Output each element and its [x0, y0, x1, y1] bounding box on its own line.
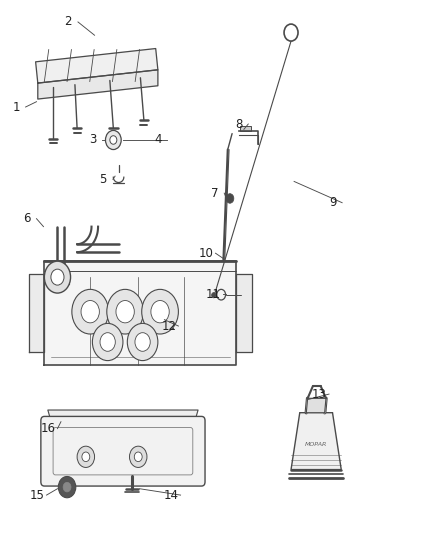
- Text: 1: 1: [12, 101, 20, 114]
- Circle shape: [107, 289, 144, 334]
- Circle shape: [82, 452, 90, 462]
- Polygon shape: [35, 49, 158, 83]
- Circle shape: [92, 324, 123, 361]
- Text: 11: 11: [206, 288, 221, 301]
- Text: 5: 5: [99, 173, 107, 186]
- Polygon shape: [237, 274, 252, 352]
- Circle shape: [142, 289, 178, 334]
- Text: 3: 3: [89, 133, 96, 147]
- Circle shape: [100, 333, 115, 351]
- Text: 2: 2: [65, 15, 72, 28]
- Bar: [240, 126, 251, 132]
- Text: 6: 6: [23, 212, 31, 225]
- Text: 7: 7: [211, 187, 219, 200]
- Polygon shape: [29, 274, 44, 352]
- Text: 15: 15: [29, 489, 44, 502]
- Circle shape: [130, 446, 147, 467]
- Circle shape: [81, 301, 99, 323]
- Circle shape: [110, 136, 117, 144]
- FancyBboxPatch shape: [41, 416, 205, 486]
- Circle shape: [151, 301, 169, 323]
- Text: 14: 14: [163, 489, 178, 502]
- Circle shape: [226, 193, 234, 203]
- Circle shape: [63, 482, 71, 492]
- Text: 9: 9: [329, 196, 336, 209]
- Polygon shape: [44, 261, 237, 365]
- Polygon shape: [48, 410, 198, 421]
- Text: 16: 16: [40, 422, 55, 435]
- Polygon shape: [306, 398, 326, 413]
- Text: 13: 13: [312, 387, 327, 401]
- Circle shape: [116, 301, 134, 323]
- Circle shape: [77, 446, 95, 467]
- Circle shape: [58, 477, 76, 498]
- Polygon shape: [291, 413, 341, 470]
- Text: 12: 12: [161, 320, 176, 333]
- Text: MOPAR: MOPAR: [305, 442, 327, 447]
- Circle shape: [135, 333, 150, 351]
- Circle shape: [134, 452, 142, 462]
- Circle shape: [106, 131, 121, 150]
- Circle shape: [72, 289, 109, 334]
- Circle shape: [44, 261, 71, 293]
- Circle shape: [212, 293, 216, 298]
- Text: 10: 10: [198, 247, 213, 260]
- Text: 8: 8: [235, 118, 242, 131]
- Circle shape: [127, 324, 158, 361]
- Polygon shape: [38, 70, 158, 99]
- Text: 4: 4: [154, 133, 162, 147]
- Circle shape: [51, 269, 64, 285]
